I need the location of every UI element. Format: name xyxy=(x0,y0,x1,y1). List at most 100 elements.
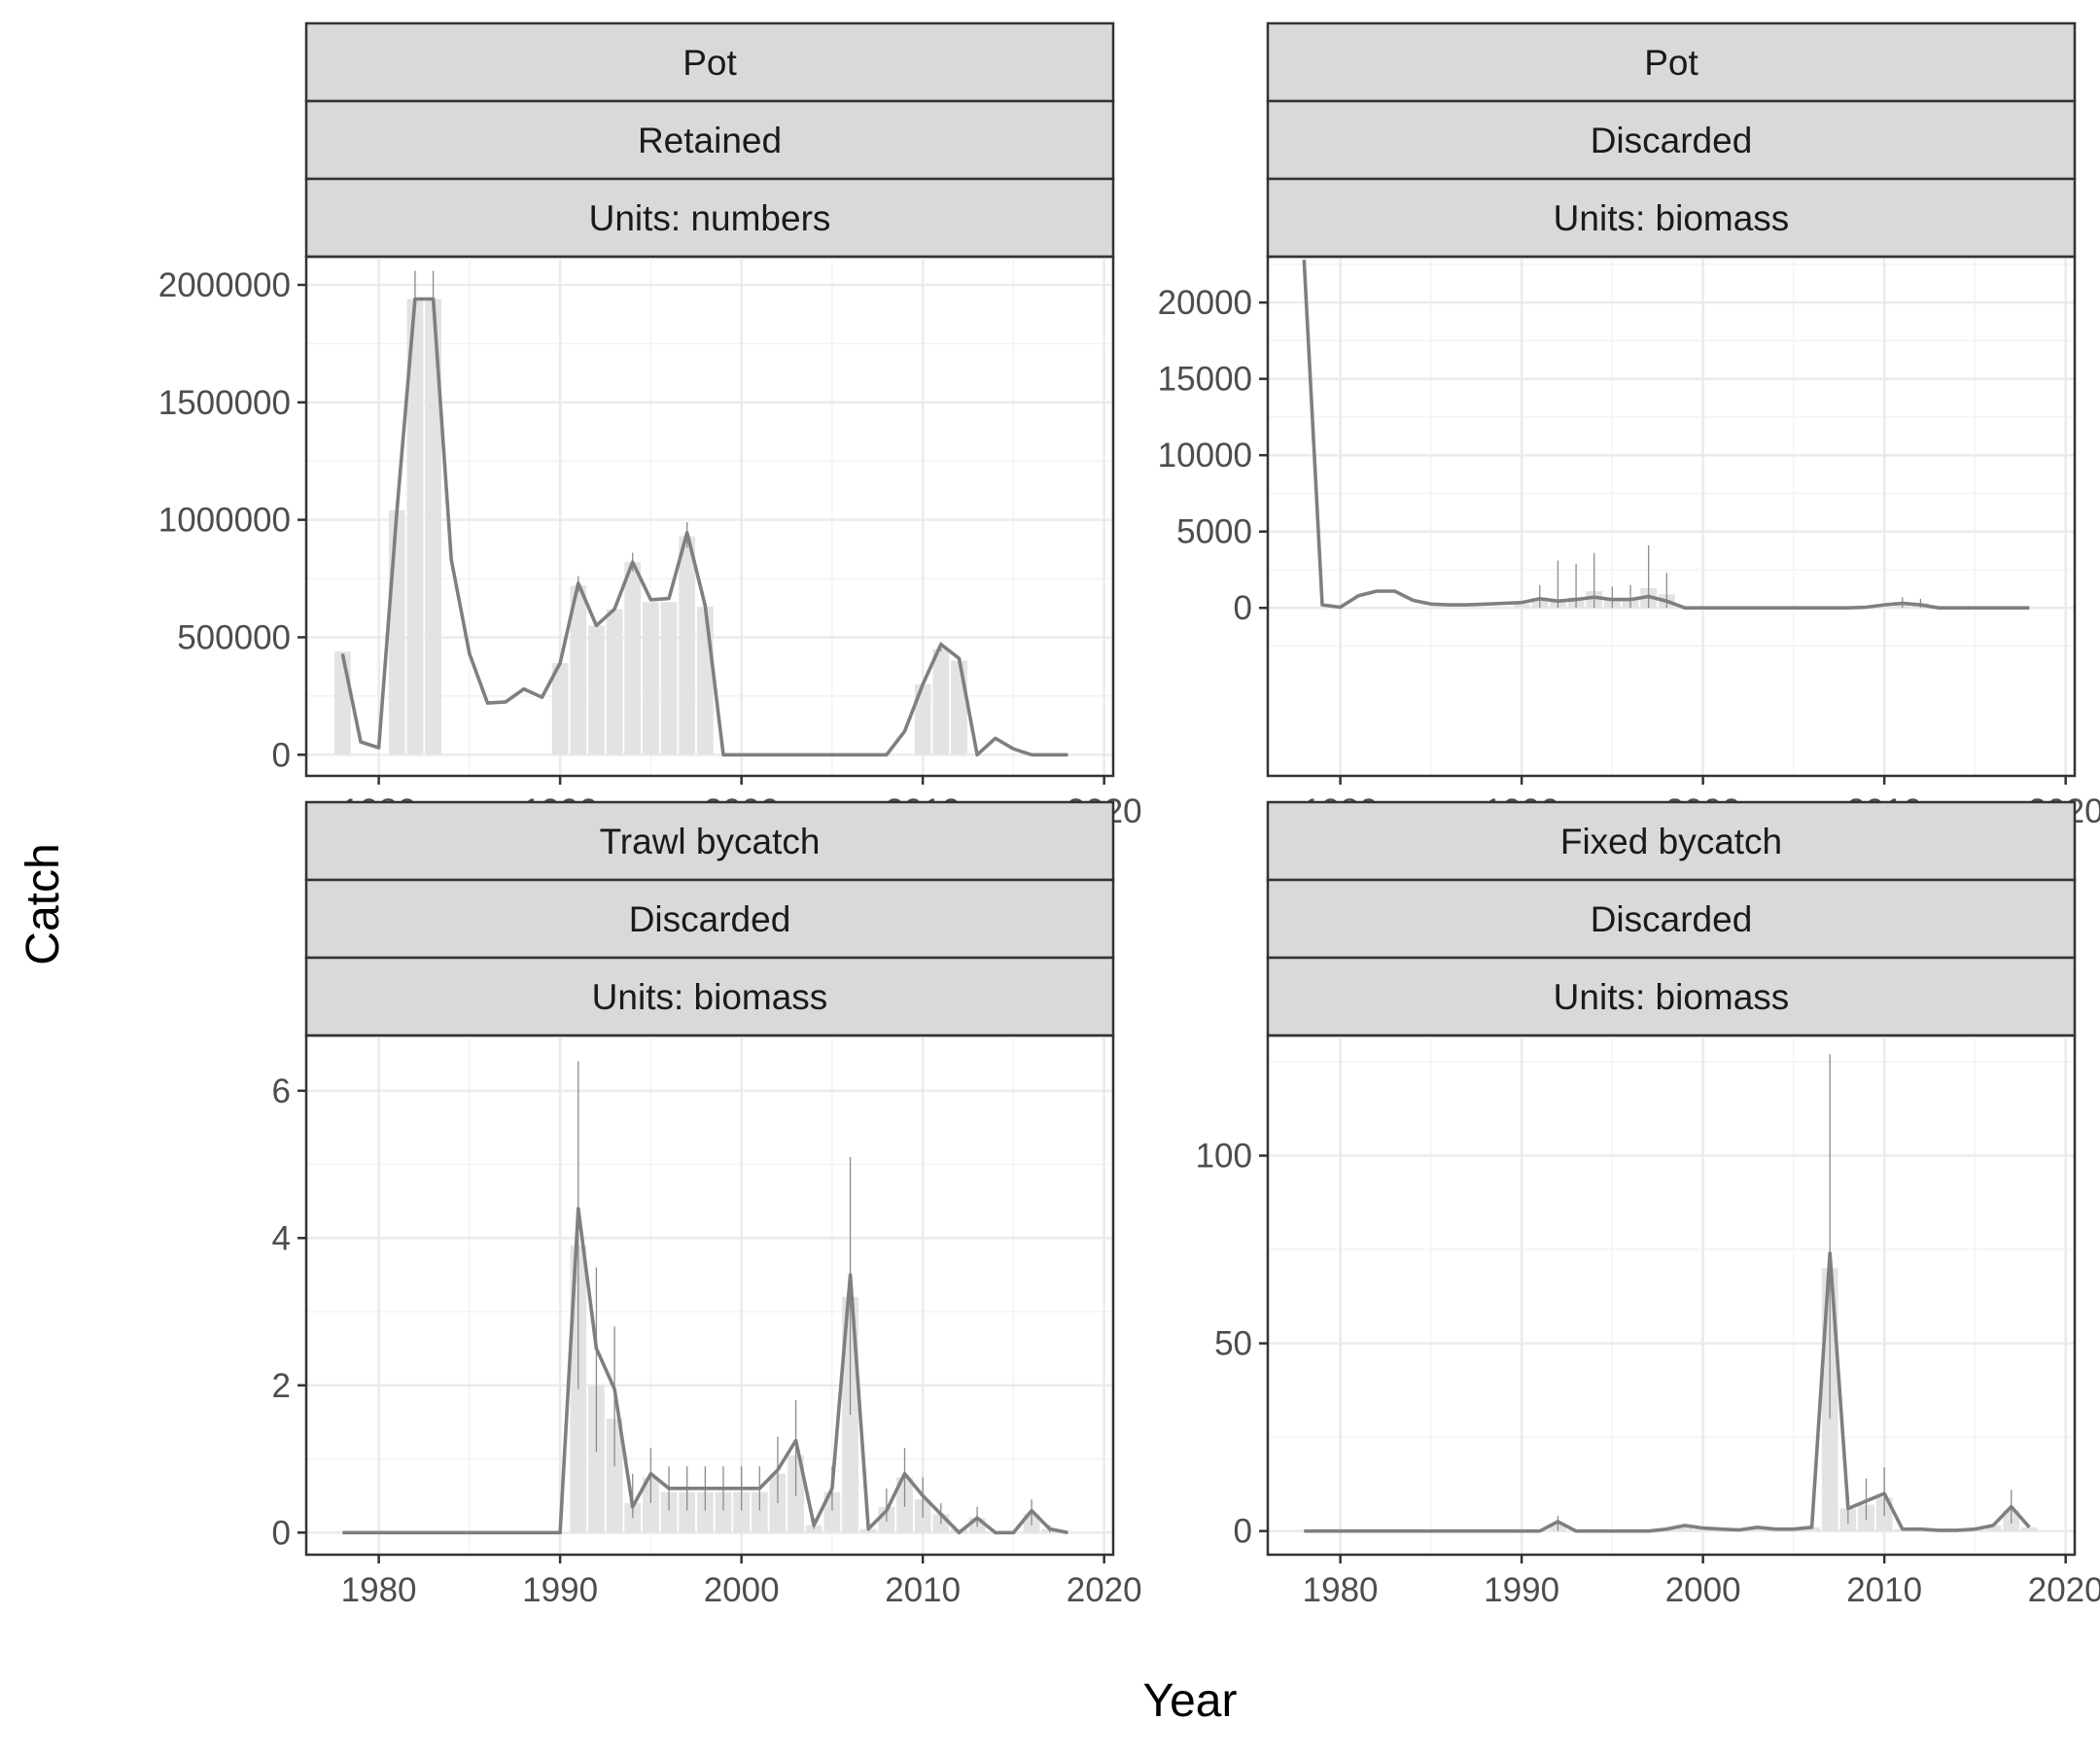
strip-label: Discarded xyxy=(1591,899,1753,939)
bar xyxy=(1676,1525,1694,1531)
y-tick-label: 10000 xyxy=(1158,437,1252,474)
error-bars xyxy=(1557,1054,2012,1531)
bar xyxy=(333,650,351,755)
y-axis-title: Catch xyxy=(18,843,69,965)
strip-background xyxy=(304,21,1115,103)
strip-background xyxy=(1266,177,2077,259)
panel-border xyxy=(304,255,1115,778)
bar xyxy=(951,660,967,755)
strip-background xyxy=(304,956,1115,1037)
y-tick-label: 2 xyxy=(272,1367,291,1405)
x-tick-label: 2000 xyxy=(704,1571,780,1609)
y-tick-label: 100 xyxy=(1196,1138,1252,1176)
strip-label: Units: biomass xyxy=(1554,198,1790,238)
strip-label: Units: numbers xyxy=(589,198,831,238)
series-line xyxy=(1304,1251,2031,1533)
grid xyxy=(1268,1035,2075,1555)
x-tick-label: 2010 xyxy=(885,1571,961,1609)
panel-3: Trawl bycatch Discarded Units: biomass 0 2 4 6… xyxy=(272,800,1142,1609)
strip-label: Discarded xyxy=(629,899,791,939)
bar xyxy=(642,602,659,755)
y-tick-label: 20000 xyxy=(1158,284,1252,322)
strip-label: Discarded xyxy=(1591,121,1753,160)
bar xyxy=(715,1492,732,1533)
strip-label: Trawl bycatch xyxy=(600,822,821,861)
series-line xyxy=(340,297,1068,757)
strip-background xyxy=(304,878,1115,960)
bar xyxy=(624,562,642,755)
series-line xyxy=(342,1207,1068,1535)
x-tick-label: 2020 xyxy=(1067,1571,1142,1609)
y-tick-label: 500000 xyxy=(177,618,291,656)
y-tick-label: 50 xyxy=(1214,1325,1252,1363)
x-tick-label: 2010 xyxy=(1846,1571,1922,1609)
y-tick-label: 1000000 xyxy=(158,502,291,540)
x-axis-title: Year xyxy=(1143,1675,1238,1727)
error-bars xyxy=(578,1061,1051,1533)
y-tick-label: 6 xyxy=(272,1072,291,1110)
strip-label: Fixed bycatch xyxy=(1560,822,1782,861)
bar xyxy=(1749,1527,1766,1531)
strip-background xyxy=(304,99,1115,181)
strip-label: Retained xyxy=(638,121,782,160)
y-tick-label: 4 xyxy=(272,1219,291,1257)
bar xyxy=(425,298,441,755)
strip-label: Units: biomass xyxy=(592,977,828,1017)
bar xyxy=(679,536,696,755)
bars xyxy=(333,298,967,755)
strip-label: Pot xyxy=(1644,43,1698,83)
y-tick-label: 0 xyxy=(272,1514,291,1552)
bar xyxy=(1984,1525,2002,1531)
bar xyxy=(1513,604,1530,609)
y-tick-label: 0 xyxy=(1234,589,1252,627)
bar xyxy=(642,1477,659,1533)
panel-4: Fixed bycatch Discarded Units: biomass 0 50 1… xyxy=(1196,800,2100,1609)
x-tick-label: 2000 xyxy=(1665,1571,1741,1609)
strip-background xyxy=(304,177,1115,259)
panel-border xyxy=(1266,255,2077,778)
bar xyxy=(406,298,424,755)
bar xyxy=(588,625,605,755)
bar xyxy=(388,509,405,755)
bar xyxy=(914,684,931,755)
bar xyxy=(696,607,714,755)
strip-label: Pot xyxy=(682,43,737,83)
x-tick-label: 1990 xyxy=(522,1571,598,1609)
panel-1: Pot Retained Units: numbers 0 500000 1000000 1… xyxy=(158,21,1142,830)
bar xyxy=(606,1418,623,1533)
strip-label: Units: biomass xyxy=(1554,977,1790,1017)
bar xyxy=(551,663,569,755)
y-tick-label: 15000 xyxy=(1158,361,1252,399)
bar xyxy=(679,1492,696,1533)
strip-background xyxy=(1266,21,2077,103)
x-tick-label: 2020 xyxy=(2028,1571,2100,1609)
x-tick-label: 1990 xyxy=(1484,1571,1559,1609)
strip-background xyxy=(1266,800,2077,882)
bar xyxy=(660,602,678,755)
y-tick-label: 1500000 xyxy=(158,384,291,422)
grid xyxy=(306,1035,1113,1555)
bar xyxy=(751,1492,768,1533)
y-tick-label: 5000 xyxy=(1176,513,1252,551)
y-tick-label: 0 xyxy=(1234,1513,1252,1551)
panel-border xyxy=(304,1034,1115,1557)
bar xyxy=(733,1492,751,1533)
strip-background xyxy=(1266,878,2077,960)
bar xyxy=(660,1492,678,1533)
panel-2: Pot Discarded Units: biomass 0 5000 10000 1500… xyxy=(1158,21,2100,830)
bar xyxy=(932,649,950,755)
x-tick-label: 1980 xyxy=(341,1571,417,1609)
y-tick-label: 0 xyxy=(272,736,291,774)
grid xyxy=(1268,257,2075,776)
y-tick-label: 2000000 xyxy=(158,266,291,304)
strip-background xyxy=(1266,99,2077,181)
bar xyxy=(2020,1527,2038,1531)
strip-background xyxy=(1266,956,2077,1037)
series-line xyxy=(1302,260,2030,611)
bar xyxy=(696,1492,714,1533)
x-tick-label: 1980 xyxy=(1303,1571,1379,1609)
bar xyxy=(606,609,623,755)
